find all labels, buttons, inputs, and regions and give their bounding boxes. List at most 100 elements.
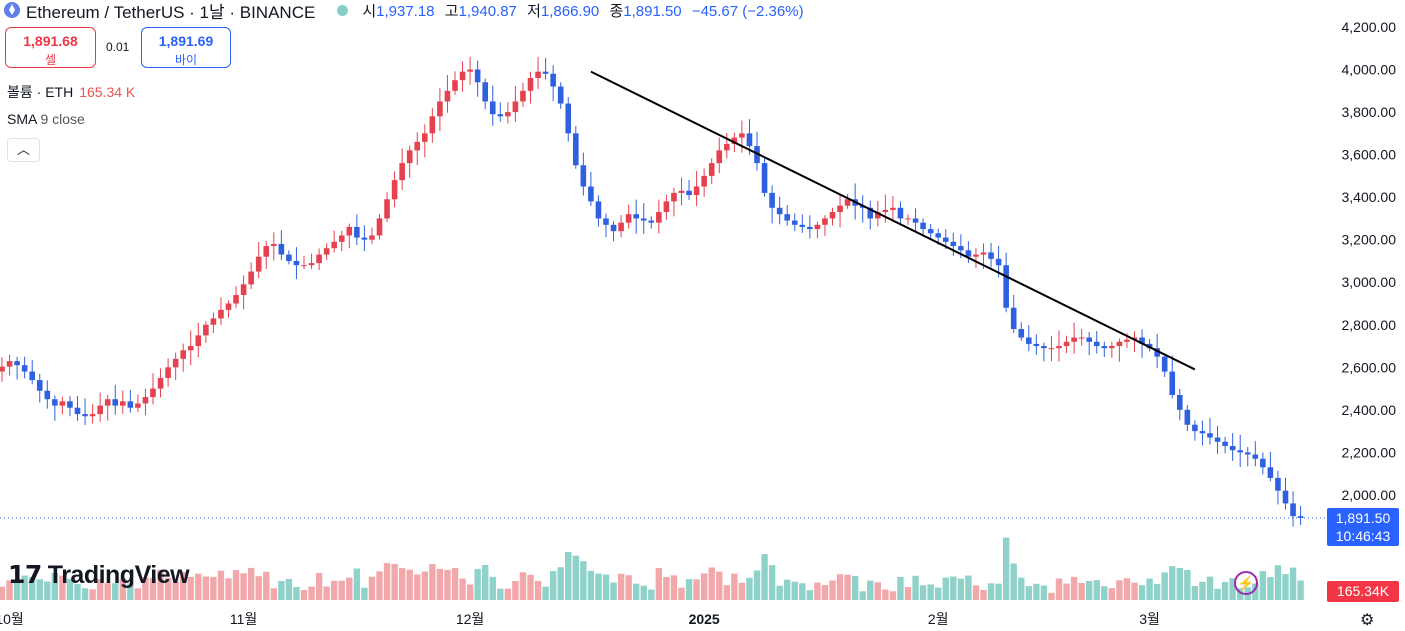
volume-bar [346, 577, 353, 600]
y-tick-label: 3,600.00 [1342, 147, 1397, 163]
candle-body [678, 190, 685, 193]
candle-body [233, 294, 239, 304]
market-status-icon[interactable] [337, 4, 349, 16]
candle-body [807, 226, 813, 230]
volume-bar [776, 585, 783, 600]
candle-body [1260, 458, 1266, 468]
volume-bar [889, 591, 897, 600]
candle-body [965, 250, 972, 257]
volume-bar [210, 576, 217, 600]
sell-button[interactable]: 1,891.68 셀 [5, 27, 96, 68]
volume-bar [157, 569, 164, 600]
volume-bar [633, 583, 640, 600]
time-axis: 10월 11월 12월 2025 2월 3월 [0, 611, 1160, 627]
volume-bar [376, 571, 383, 600]
candle-body [867, 207, 874, 219]
chevron-up-icon[interactable]: ︿ [7, 138, 40, 162]
candle-body [995, 258, 1002, 266]
x-tick-label: 2월 [928, 611, 949, 627]
volume-bar [217, 570, 225, 600]
candle-body [1214, 437, 1221, 442]
volume-bar [1123, 578, 1131, 600]
gear-icon[interactable]: ⚙ [1360, 612, 1375, 629]
candle-body [150, 388, 156, 398]
buy-button[interactable]: 1,891.69 바이 [141, 27, 231, 68]
candle-body [897, 207, 904, 219]
volume-bar [768, 565, 776, 600]
candle-body [1010, 307, 1017, 330]
symbol-title[interactable]: Ethereum / TetherUS · 1날 · BINANCE [26, 2, 316, 22]
trendline[interactable] [590, 70, 1196, 371]
volume-bar [821, 585, 829, 600]
volume-bar [1018, 577, 1025, 600]
volume-bar [187, 576, 194, 600]
volume-bar [1169, 566, 1176, 600]
candle-body [165, 367, 171, 378]
volume-bar [965, 575, 972, 600]
volume-bar [323, 586, 330, 600]
candle-body [1026, 337, 1032, 344]
volume-bar [300, 590, 308, 600]
candle-body [535, 71, 541, 79]
candle-body [89, 414, 96, 417]
candle-body [829, 212, 836, 219]
volume-bar [1116, 580, 1123, 600]
volume-bar [81, 588, 89, 600]
volume-bar [980, 590, 987, 600]
volume-bar [451, 567, 459, 600]
volume-bar [512, 581, 519, 600]
volume-bar [640, 585, 647, 600]
candle-body [625, 214, 632, 223]
candle-body [1177, 394, 1183, 410]
volume-bar [942, 577, 949, 600]
volume-bar [595, 573, 602, 600]
volume-bar [202, 576, 210, 600]
volume-bar [761, 554, 768, 600]
volume-bar [957, 578, 965, 600]
symbol-header[interactable]: Ethereum / TetherUS · 1날 · BINANCE 시1,93… [4, 0, 804, 22]
candle-body [1192, 424, 1198, 432]
volume-bar [104, 583, 111, 600]
volume-bar [738, 582, 746, 600]
x-tick-label: 3월 [1139, 611, 1160, 627]
candle-body [875, 212, 881, 219]
candle-body [618, 222, 624, 232]
volume-bar [59, 575, 66, 600]
volume-bar [149, 577, 157, 600]
sell-label: 셀 [44, 53, 57, 67]
tradingview-logo[interactable]: 𝟭𝟳 TradingView [8, 560, 190, 590]
candle-body [437, 101, 443, 117]
volume-bar [534, 580, 542, 600]
candle-body [67, 401, 73, 408]
candle-body [739, 133, 745, 138]
x-tick-label: 2025 [689, 611, 720, 627]
volume-bar [565, 551, 572, 600]
candle-body [338, 235, 345, 242]
volume-bar [361, 587, 368, 600]
y-tick-label: 3,800.00 [1342, 104, 1397, 120]
sma-legend[interactable]: SMA 9 close [7, 111, 85, 127]
sell-price: 1,891.68 [23, 33, 78, 49]
volume-bar [542, 586, 549, 600]
volume-bar [1297, 580, 1304, 600]
candle-body [376, 218, 383, 236]
x-tick-label: 10월 [0, 611, 24, 627]
volume-bar [1199, 581, 1206, 600]
volume-legend[interactable]: 볼륨 · ETH 165.34 K [7, 84, 136, 100]
candle-body [1071, 337, 1077, 342]
last-price-label: 1,891.50 [1336, 510, 1391, 526]
candle-body [225, 303, 232, 310]
volume-bar [557, 567, 564, 600]
volume-bar [466, 584, 474, 600]
volume-bar [225, 578, 232, 600]
candle-body [112, 399, 119, 406]
volume-bar [119, 578, 126, 600]
candle-body [1229, 446, 1236, 451]
flash-icon[interactable]: ⚡ [1234, 571, 1258, 595]
volume-bar [519, 572, 527, 600]
volume-bar [806, 590, 814, 600]
volume-bar [1108, 588, 1116, 600]
candle-body [316, 254, 322, 264]
volume-bar [580, 561, 587, 600]
